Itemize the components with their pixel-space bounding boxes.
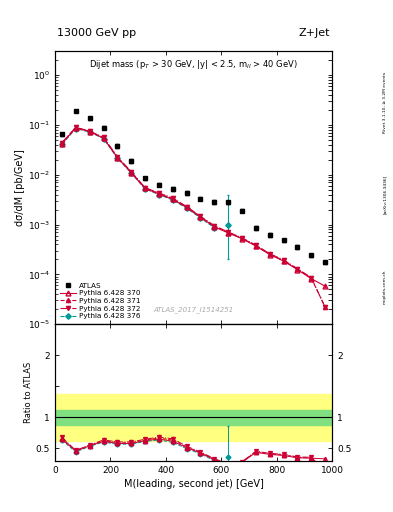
Text: Dijet mass (p$_{T}$ > 30 GeV, |y| < 2.5, m$_{ll}$ > 40 GeV): Dijet mass (p$_{T}$ > 30 GeV, |y| < 2.5,…	[89, 58, 298, 71]
Text: [arXiv:1306.3436]: [arXiv:1306.3436]	[383, 175, 387, 214]
Text: mcplots.cern.ch: mcplots.cern.ch	[383, 269, 387, 304]
Y-axis label: Ratio to ATLAS: Ratio to ATLAS	[24, 362, 33, 423]
Legend: ATLAS, Pythia 6.428 370, Pythia 6.428 371, Pythia 6.428 372, Pythia 6.428 376: ATLAS, Pythia 6.428 370, Pythia 6.428 37…	[59, 281, 142, 321]
Text: Z+Jet: Z+Jet	[299, 28, 330, 38]
Text: 13000 GeV pp: 13000 GeV pp	[57, 28, 136, 38]
Text: ATLAS_2017_I1514251: ATLAS_2017_I1514251	[153, 307, 234, 313]
Text: Rivet 3.1.10, ≥ 3.2M events: Rivet 3.1.10, ≥ 3.2M events	[383, 72, 387, 133]
Y-axis label: dσ/dM [pb/GeV]: dσ/dM [pb/GeV]	[15, 150, 25, 226]
X-axis label: M(leading, second jet) [GeV]: M(leading, second jet) [GeV]	[124, 479, 263, 489]
